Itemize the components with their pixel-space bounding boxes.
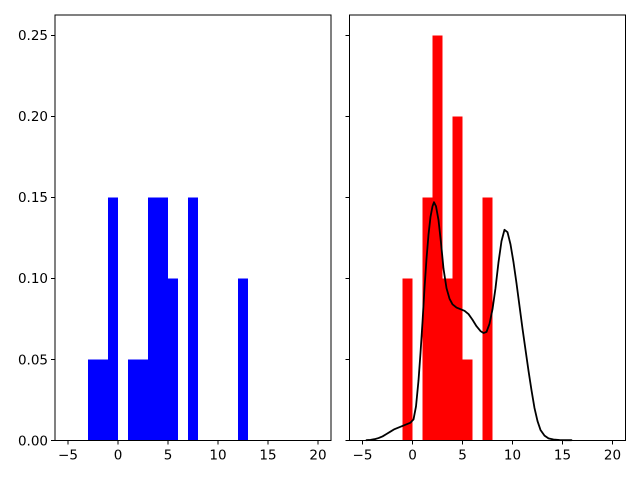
histogram-bar [402, 278, 413, 441]
histogram-bar [128, 359, 148, 441]
y-tick-label: 0.15 [18, 190, 48, 206]
histogram-bar [482, 197, 493, 441]
x-tick-label: 10 [504, 448, 521, 464]
x-tick-label: 15 [554, 448, 571, 464]
histogram-bar [452, 116, 463, 441]
y-tick-label: 0.20 [18, 109, 48, 125]
y-tick-label: 0.10 [18, 271, 48, 287]
x-tick-label: 15 [259, 448, 276, 464]
histogram-bar [432, 35, 443, 441]
y-tick-label: 0.05 [18, 352, 48, 368]
y-tick-label: 0.00 [18, 433, 48, 449]
histogram-bar [148, 197, 168, 441]
histogram-bar [462, 359, 473, 441]
x-tick-label: 5 [164, 448, 173, 464]
x-tick-label: −5 [353, 448, 373, 464]
x-tick-label: 10 [209, 448, 226, 464]
x-tick-label: 0 [408, 448, 417, 464]
x-tick-label: 0 [114, 448, 123, 464]
axes-spines [54, 14, 332, 441]
histogram-bar [238, 278, 248, 441]
histogram-bar [188, 197, 198, 441]
x-tick-label: 5 [458, 448, 467, 464]
histogram-bar [422, 197, 433, 441]
y-tick-label: 0.25 [18, 28, 48, 44]
histogram-bar [442, 278, 453, 441]
histogram-bar [108, 197, 118, 441]
histogram-bar [168, 278, 178, 441]
axes-spines [349, 14, 626, 441]
x-tick-label: 20 [309, 448, 326, 464]
histogram-bar [88, 359, 108, 441]
x-tick-label: 20 [604, 448, 621, 464]
x-tick-label: −5 [58, 448, 78, 464]
kde-curve [365, 201, 573, 442]
